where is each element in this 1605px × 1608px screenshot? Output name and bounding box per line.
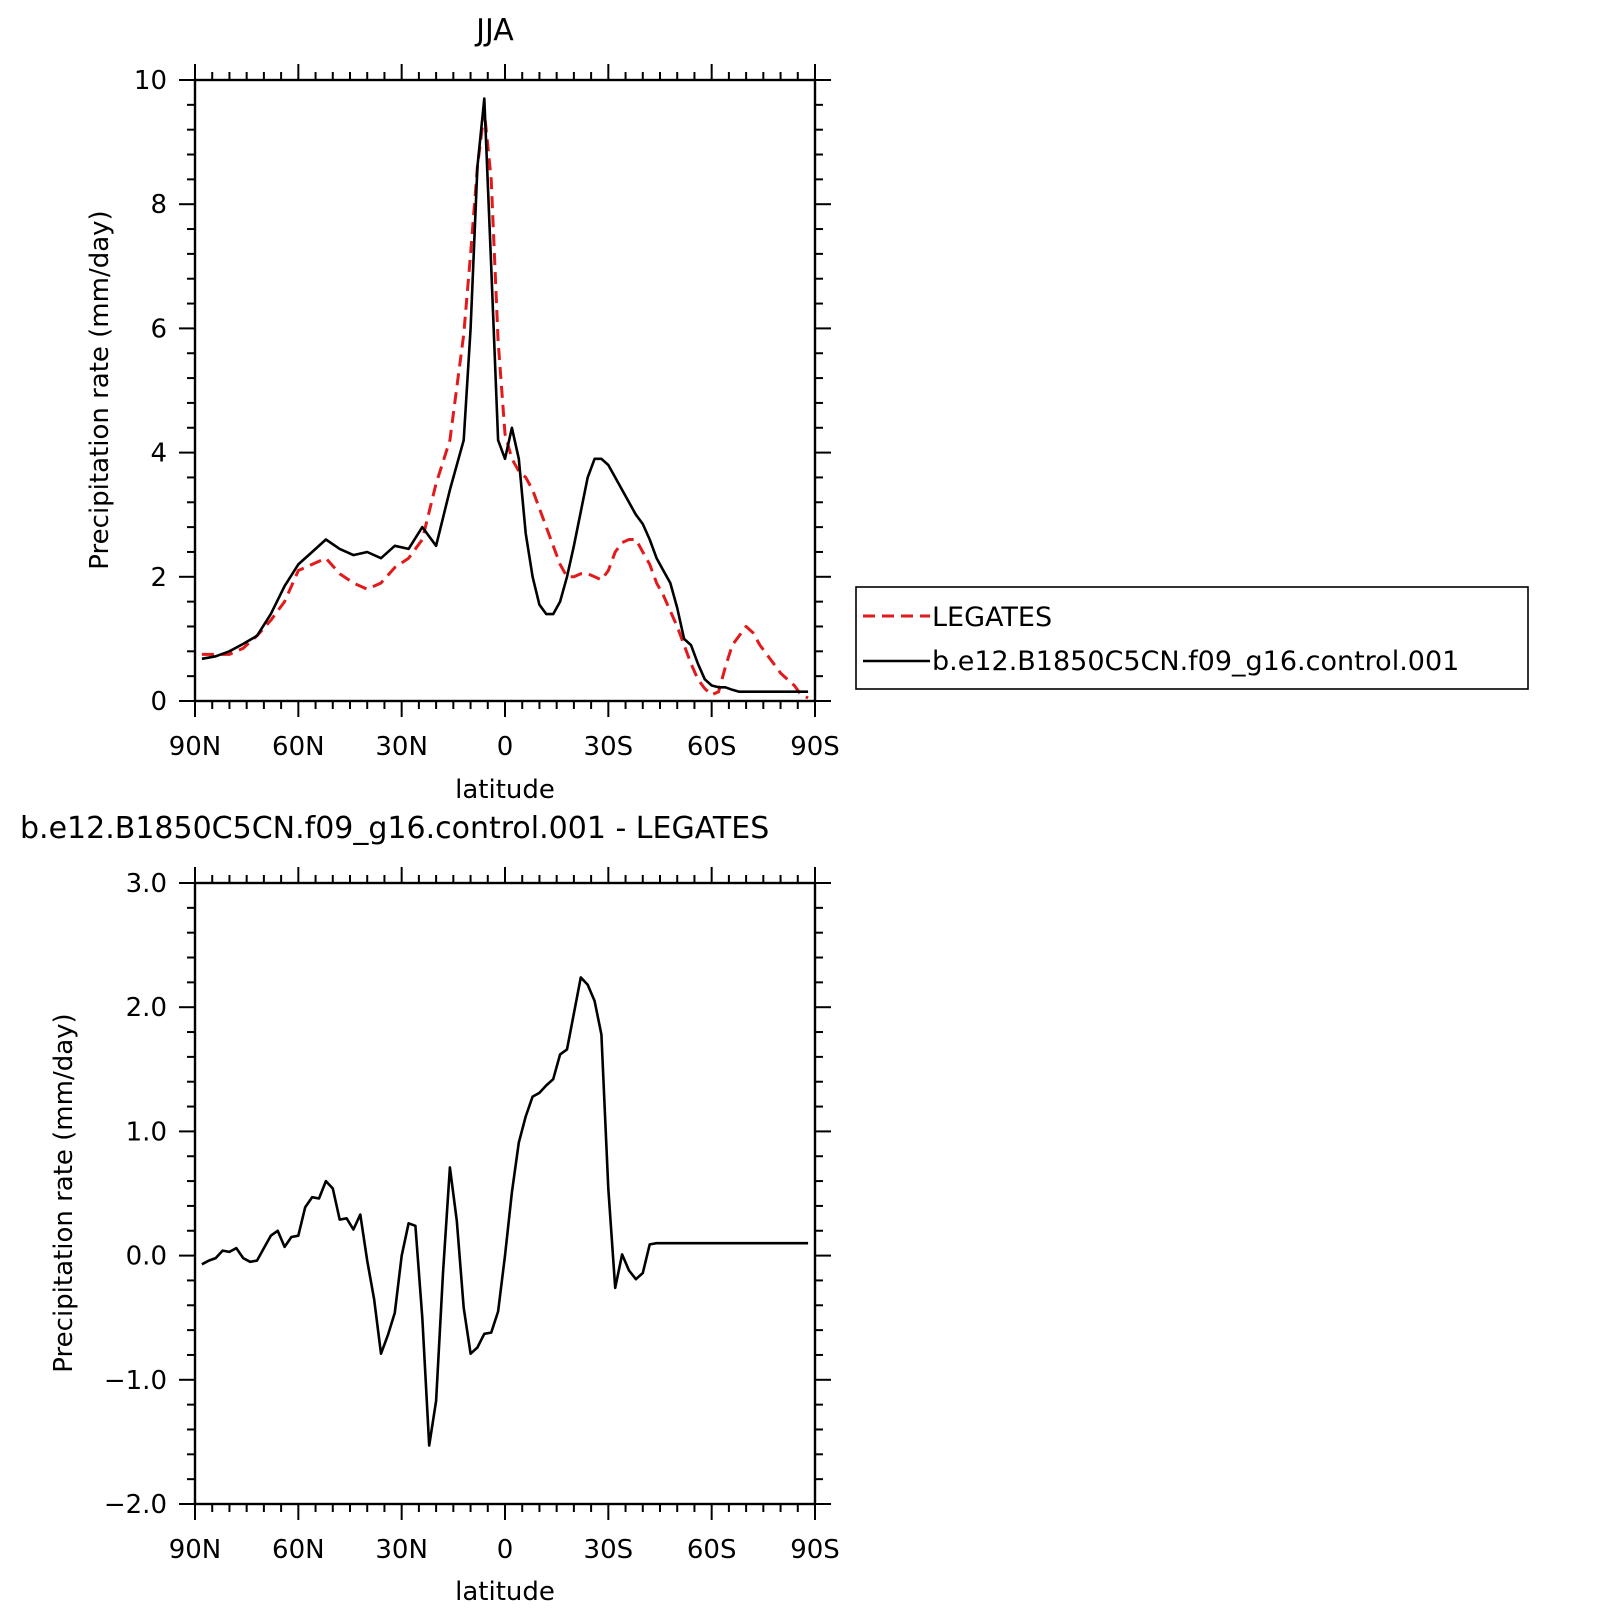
bottom-panel-xlabel: latitude [455,1577,555,1607]
bottom-panel-y-tick-label: −2.0 [104,1490,167,1520]
top-panel-ticks: 90N 60N 30N 0 30S 60S 90S 0 2 4 6 8 10 [134,64,840,762]
legend-box [855,586,1529,690]
top-panel-series-line-1 [201,97,809,694]
bottom-panel-y-tick-label: 0.0 [126,1242,167,1272]
top-panel-frame [193,78,817,703]
bottom-panel-ticks: 90N 60N 30N 0 30S 60S 90S −2.0 −1.0 0.0 1.0 2.0 3.0 [104,867,840,1565]
bottom-panel-frame [193,881,817,1506]
bottom-panel-x-tick-label: 60N [272,1535,325,1565]
bottom-panel-y-tick-label: −1.0 [104,1366,167,1396]
top-panel-x-tick-label: 60S [687,732,737,762]
top-panel-series [201,97,809,700]
top-panel-y-tick-label: 6 [150,314,167,344]
bottom-panel-y-tick-label: 3.0 [126,869,167,899]
top-panel: JJA 90N 60N 30N 0 30S 60S 90S 0 2 4 6 8 10 Precipita… [85,13,1529,805]
bottom-panel-x-tick-label: 60S [687,1535,737,1565]
top-panel-xlabel: latitude [455,775,555,805]
bottom-panel-x-tick-label: 0 [497,1535,514,1565]
bottom-panel-series [201,976,809,1447]
bottom-panel-x-tick-label: 30S [584,1535,634,1565]
top-panel-x-tick-label: 0 [497,732,514,762]
bottom-panel-y-tick-label: 2.0 [126,993,167,1023]
bottom-panel-x-tick-label: 30N [375,1535,428,1565]
top-panel-x-tick-label: 90N [169,732,222,762]
bottom-panel-x-tick-label: 90N [169,1535,222,1565]
bottom-panel-x-tick-label: 90S [790,1535,840,1565]
top-panel-series-line-0 [201,109,809,700]
top-panel-x-tick-label: 30N [375,732,428,762]
top-panel-ylabel: Precipitation rate (mm/day) [85,210,115,569]
legend: LEGATES b.e12.B1850C5CN.f09_g16.control.… [855,586,1529,690]
legend-label-model: b.e12.B1850C5CN.f09_g16.control.001 [932,646,1459,677]
legend-label-legates: LEGATES [932,602,1052,633]
bottom-panel-ylabel: Precipitation rate (mm/day) [49,1013,79,1372]
bottom-panel: b.e12.B1850C5CN.f09_g16.control.001 - LE… [20,811,840,1607]
top-panel-x-tick-label: 60N [272,732,325,762]
top-panel-x-tick-label: 30S [584,732,634,762]
top-panel-title: JJA [474,13,514,48]
bottom-panel-series-line-0 [201,976,809,1447]
top-panel-y-tick-label: 8 [150,190,167,220]
top-panel-y-tick-label: 4 [150,439,167,469]
bottom-panel-y-tick-label: 1.0 [126,1117,167,1147]
top-panel-y-tick-label: 2 [150,563,167,593]
bottom-panel-title: b.e12.B1850C5CN.f09_g16.control.001 - LE… [20,811,769,846]
top-panel-y-tick-label: 10 [134,66,167,96]
top-panel-y-tick-label: 0 [150,687,167,717]
top-panel-x-tick-label: 90S [790,732,840,762]
